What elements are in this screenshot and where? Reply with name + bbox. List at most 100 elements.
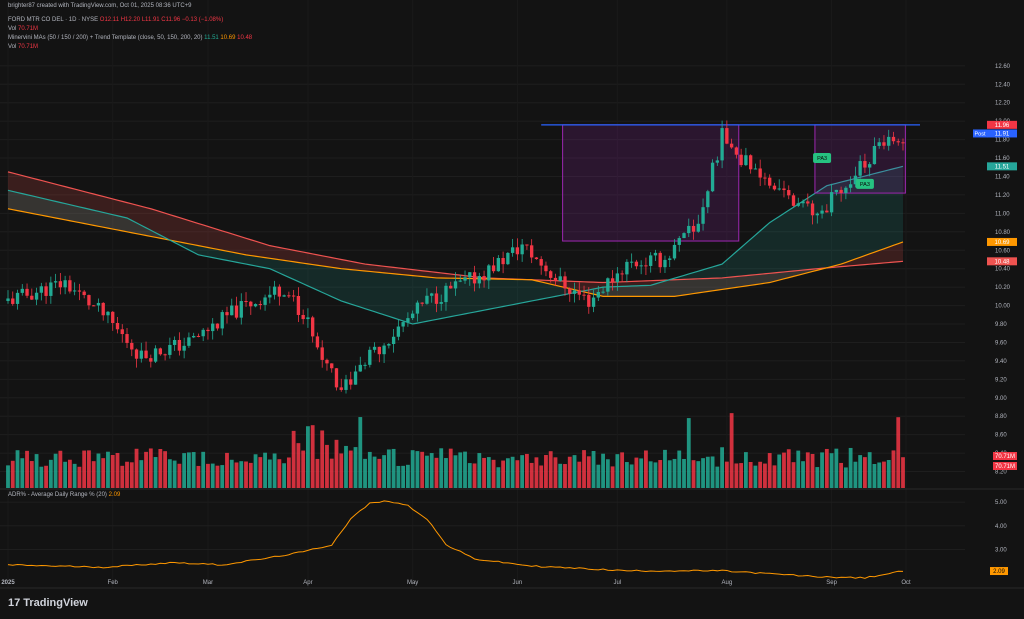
candle-body (649, 255, 653, 266)
volume-bar (415, 451, 420, 488)
candle-body (725, 128, 729, 144)
volume-legend-2[interactable]: Vol 70.71M (8, 44, 38, 50)
volume-bar (39, 466, 44, 488)
volume-bar (653, 462, 658, 488)
candle-body (491, 265, 496, 272)
candle-body (358, 364, 362, 372)
volume-bar (187, 452, 191, 488)
adr-line (7, 500, 904, 579)
price-tag-label: 11.96 (995, 123, 1010, 129)
volume-bar (786, 449, 791, 488)
volume-bar (777, 454, 782, 488)
volume-bar (48, 459, 53, 488)
volume-bar (858, 455, 863, 488)
volume-bar (425, 455, 429, 488)
candle-body (720, 128, 724, 161)
candle-body (801, 201, 805, 204)
candle-body (301, 314, 305, 320)
candle-body (468, 272, 472, 278)
price-tick-label: 10.60 (995, 248, 1011, 254)
symbol-legend[interactable]: FORD MTR CO DEL · 1D · NYSE O12.11 H12.2… (8, 17, 223, 23)
volume-bar (482, 457, 486, 488)
price-tag-label: 11.51 (995, 164, 1010, 170)
volume-bar (863, 457, 867, 488)
volume-value: 70.71M (18, 26, 39, 32)
candle-body (377, 346, 381, 355)
volume-bar (339, 453, 344, 488)
volume-bar (724, 461, 729, 488)
brand-name: TradingView (23, 597, 88, 609)
volume-bar (448, 448, 453, 488)
volume-bar (377, 458, 382, 488)
volume-bar (705, 456, 710, 488)
candle-body (410, 313, 415, 319)
candle-body (277, 286, 282, 297)
candle-body (201, 329, 205, 337)
time-tick-label: Mar (203, 580, 213, 586)
candle-body (515, 247, 520, 255)
volume-bar (15, 450, 20, 488)
candle-body (568, 288, 572, 294)
candle-body (791, 195, 796, 206)
volume-bar (644, 450, 648, 488)
volume-bar (163, 451, 168, 488)
price-tag (987, 237, 1017, 246)
price-tick-label: 12.60 (995, 64, 1011, 70)
candle-body (115, 322, 120, 330)
volume-bar (586, 456, 591, 488)
candle-body (520, 244, 524, 255)
volume-tag-label: 70.71M (995, 464, 1015, 470)
candle-body (196, 335, 201, 337)
candle-body (572, 290, 577, 294)
time-tick-label: Feb (108, 580, 119, 586)
candle-body (420, 302, 424, 304)
candle-body (87, 295, 91, 306)
tradingview-logo-icon: 17 (8, 597, 21, 609)
candle-body (387, 344, 391, 346)
candle-body (268, 294, 272, 298)
time-tick-label: Oct (901, 580, 911, 586)
candle-body (311, 317, 315, 337)
volume-bar (696, 461, 701, 488)
candle-body (848, 184, 853, 188)
candle-body (625, 261, 629, 275)
candle-body (263, 297, 267, 305)
volume-bar (891, 450, 896, 488)
candle-body (844, 187, 848, 194)
candle-body (663, 259, 667, 268)
ma50-value: 11.51 (204, 35, 219, 41)
volume-bar (624, 462, 629, 488)
volume-tag (993, 462, 1017, 470)
time-tick-label: Aug (722, 580, 733, 586)
candle-body (315, 336, 320, 348)
volume-bar (405, 464, 410, 488)
volume-tag-label: 70.71M (995, 454, 1015, 460)
candle-body (63, 280, 67, 288)
candle-body (877, 142, 881, 146)
candle-body (682, 233, 686, 239)
volume-bar (158, 449, 163, 488)
ma-legend[interactable]: Minervini MAs (50 / 150 / 200) + Trend T… (8, 35, 252, 41)
volume-bar (434, 457, 439, 488)
volume-bar (763, 463, 767, 488)
volume-bar (634, 457, 639, 488)
adr-legend[interactable]: ADR% - Average Daily Range % (20) 2.09 (8, 492, 120, 498)
candle-body (530, 245, 534, 258)
candle-body (82, 291, 86, 296)
adr-value: 2.09 (108, 492, 121, 498)
candle-body (748, 155, 753, 170)
volume-bar (901, 457, 905, 488)
volume-bar (120, 465, 125, 488)
volume-bar (306, 426, 310, 488)
volume-bar (558, 463, 563, 488)
volume-bar (843, 467, 848, 488)
volume-bar (144, 451, 148, 488)
candle-body (449, 285, 453, 289)
tradingview-brand[interactable]: 17 TradingView (8, 597, 88, 609)
candle-body (868, 164, 872, 168)
candle-body (696, 223, 700, 232)
volume-legend[interactable]: Vol 70.71M (8, 26, 38, 32)
volume-tag (993, 452, 1017, 460)
candle-body (53, 281, 58, 283)
